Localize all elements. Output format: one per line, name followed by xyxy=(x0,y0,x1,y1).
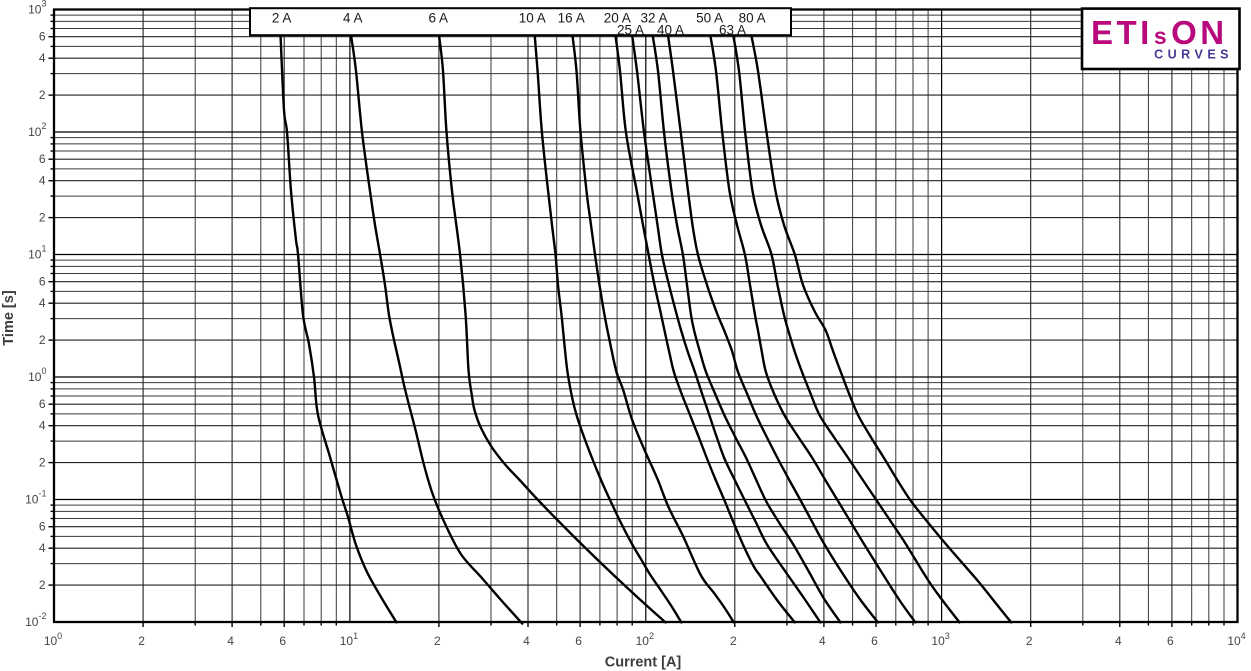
svg-text:80 A: 80 A xyxy=(739,11,766,26)
svg-text:6: 6 xyxy=(279,634,286,648)
svg-text:Time [s]: Time [s] xyxy=(1,290,17,346)
svg-text:100: 100 xyxy=(28,366,46,384)
svg-text:16 A: 16 A xyxy=(558,11,585,26)
svg-text:6: 6 xyxy=(39,30,46,44)
svg-text:Current [A]: Current [A] xyxy=(605,655,682,671)
svg-text:20 A: 20 A xyxy=(604,11,631,26)
svg-text:2: 2 xyxy=(1026,634,1033,648)
svg-text:6: 6 xyxy=(39,152,46,166)
svg-text:6 A: 6 A xyxy=(429,11,449,26)
svg-text:102: 102 xyxy=(636,631,654,648)
svg-text:2: 2 xyxy=(39,88,46,102)
svg-text:4: 4 xyxy=(1115,634,1122,648)
svg-text:40 A: 40 A xyxy=(657,23,684,38)
svg-text:2: 2 xyxy=(434,634,441,648)
svg-text:4: 4 xyxy=(39,51,46,65)
svg-text:2: 2 xyxy=(39,211,46,225)
svg-text:2: 2 xyxy=(39,333,46,347)
svg-text:6: 6 xyxy=(39,397,46,411)
svg-text:4: 4 xyxy=(39,541,46,555)
svg-text:50 A: 50 A xyxy=(696,11,723,26)
svg-text:10-1: 10-1 xyxy=(25,489,46,507)
svg-text:4: 4 xyxy=(523,634,530,648)
svg-text:4 A: 4 A xyxy=(343,11,363,26)
svg-text:2: 2 xyxy=(39,578,46,592)
svg-text:104: 104 xyxy=(1227,631,1245,648)
svg-text:32 A: 32 A xyxy=(640,11,667,26)
svg-text:4: 4 xyxy=(39,419,46,433)
svg-text:25 A: 25 A xyxy=(617,23,644,38)
svg-text:4: 4 xyxy=(39,174,46,188)
svg-text:2 A: 2 A xyxy=(272,11,292,26)
svg-text:103: 103 xyxy=(931,631,949,648)
svg-text:2: 2 xyxy=(39,456,46,470)
svg-text:102: 102 xyxy=(28,121,46,139)
svg-text:10 A: 10 A xyxy=(519,11,546,26)
svg-text:63 A: 63 A xyxy=(719,23,746,38)
svg-text:101: 101 xyxy=(28,244,46,262)
svg-text:CURVES: CURVES xyxy=(1154,48,1233,62)
svg-text:6: 6 xyxy=(1167,634,1174,648)
svg-text:2: 2 xyxy=(138,634,145,648)
svg-text:100: 100 xyxy=(44,631,62,648)
svg-text:6: 6 xyxy=(871,634,878,648)
svg-text:4: 4 xyxy=(227,634,234,648)
svg-text:6: 6 xyxy=(575,634,582,648)
svg-text:103: 103 xyxy=(28,0,46,17)
svg-text:6: 6 xyxy=(39,275,46,289)
svg-text:101: 101 xyxy=(340,631,358,648)
svg-text:4: 4 xyxy=(819,634,826,648)
svg-text:2: 2 xyxy=(730,634,737,648)
svg-text:6: 6 xyxy=(39,520,46,534)
svg-text:4: 4 xyxy=(39,296,46,310)
svg-text:10-2: 10-2 xyxy=(25,611,46,629)
